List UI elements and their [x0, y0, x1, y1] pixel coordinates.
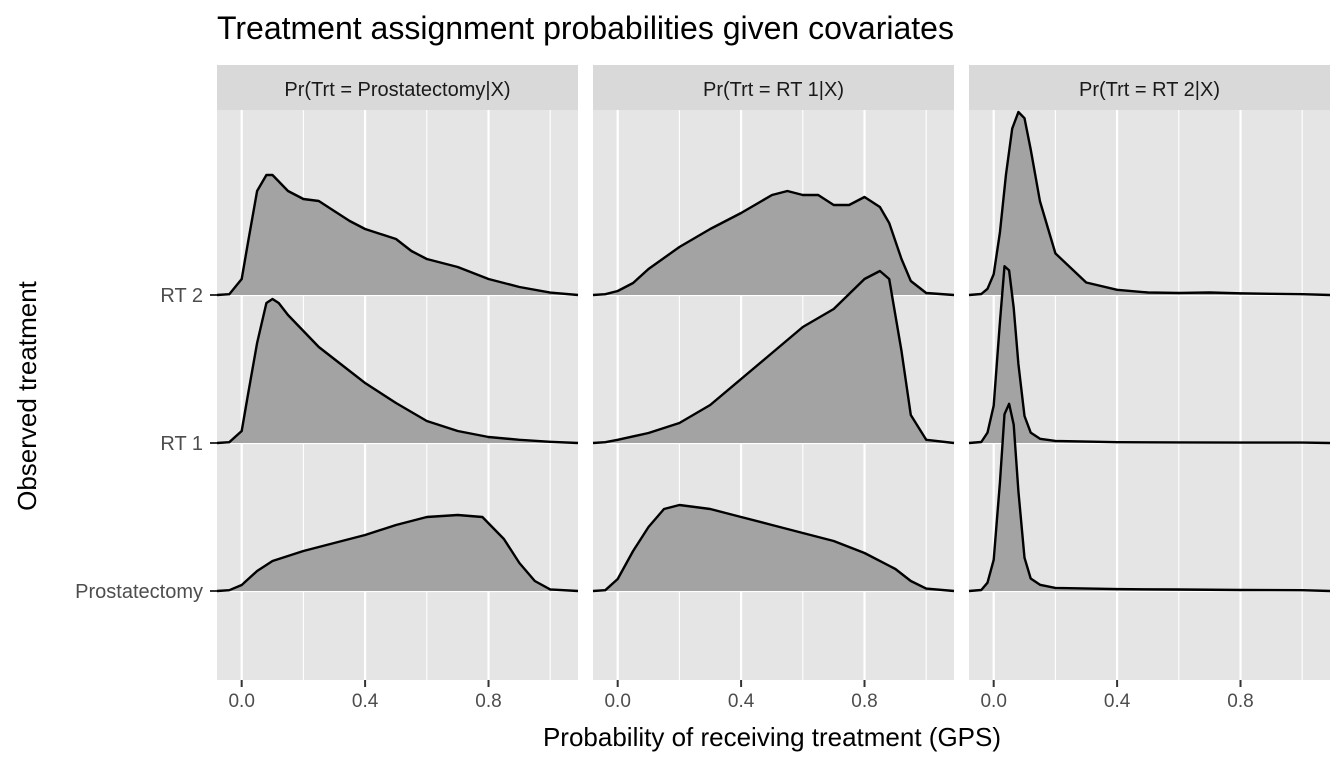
facet-strip [217, 65, 578, 110]
density-ridge-line [216, 173, 579, 297]
facet-strip-label: Pr(Trt = RT 1|X) [703, 79, 844, 101]
density-ridge-line [216, 513, 579, 593]
facet-panel: Pr(Trt = RT 2|X) 0.0 0.4 0.8 [968, 65, 1331, 712]
facet-strip-label: Pr(Trt = Prostatectomy|X) [284, 79, 510, 101]
density-ridge-line [592, 269, 955, 445]
x-tick-label: 0.4 [728, 691, 755, 712]
y-tick-label: RT 2 [160, 285, 203, 307]
density-ridge-fill [593, 191, 954, 295]
x-tick-label: 0.0 [228, 691, 254, 712]
y-tick-label: Prostatectomy [75, 581, 203, 603]
facet-strip [969, 65, 1330, 110]
density-ridge-fill [593, 505, 954, 591]
density-ridge-fill [217, 515, 578, 591]
x-axis-label: Probability of receiving treatment (GPS) [543, 722, 1001, 752]
x-tick-label: 0.0 [604, 691, 630, 712]
density-ridge-line [968, 402, 1331, 593]
density-ridge-fill [593, 271, 954, 443]
density-ridge-fill [217, 175, 578, 295]
density-ridge-line [968, 110, 1331, 297]
density-ridge-line [592, 503, 955, 593]
density-ridge-line [216, 297, 579, 445]
x-tick-label: 0.8 [1227, 691, 1253, 712]
chart-title: Treatment assignment probabilities given… [217, 10, 954, 46]
y-axis-label: Observed treatment [12, 280, 42, 511]
y-tick-label: RT 1 [160, 433, 203, 455]
density-ridge-fill [217, 299, 578, 443]
x-tick-label: 0.4 [1104, 691, 1131, 712]
x-tick-label: 0.0 [980, 691, 1006, 712]
x-tick-label: 0.8 [851, 691, 877, 712]
density-ridge-line [592, 189, 955, 297]
x-tick-label: 0.8 [475, 691, 501, 712]
density-ridge-line [968, 265, 1331, 445]
x-tick-label: 0.4 [352, 691, 379, 712]
facet-strip [593, 65, 954, 110]
facet-panel: Pr(Trt = RT 1|X) 0.0 0.4 0.8 [592, 65, 955, 712]
facet-panel: Pr(Trt = Prostatectomy|X) 0.0 0.4 0.8 [216, 65, 579, 712]
facet-strip-label: Pr(Trt = RT 2|X) [1079, 79, 1220, 101]
